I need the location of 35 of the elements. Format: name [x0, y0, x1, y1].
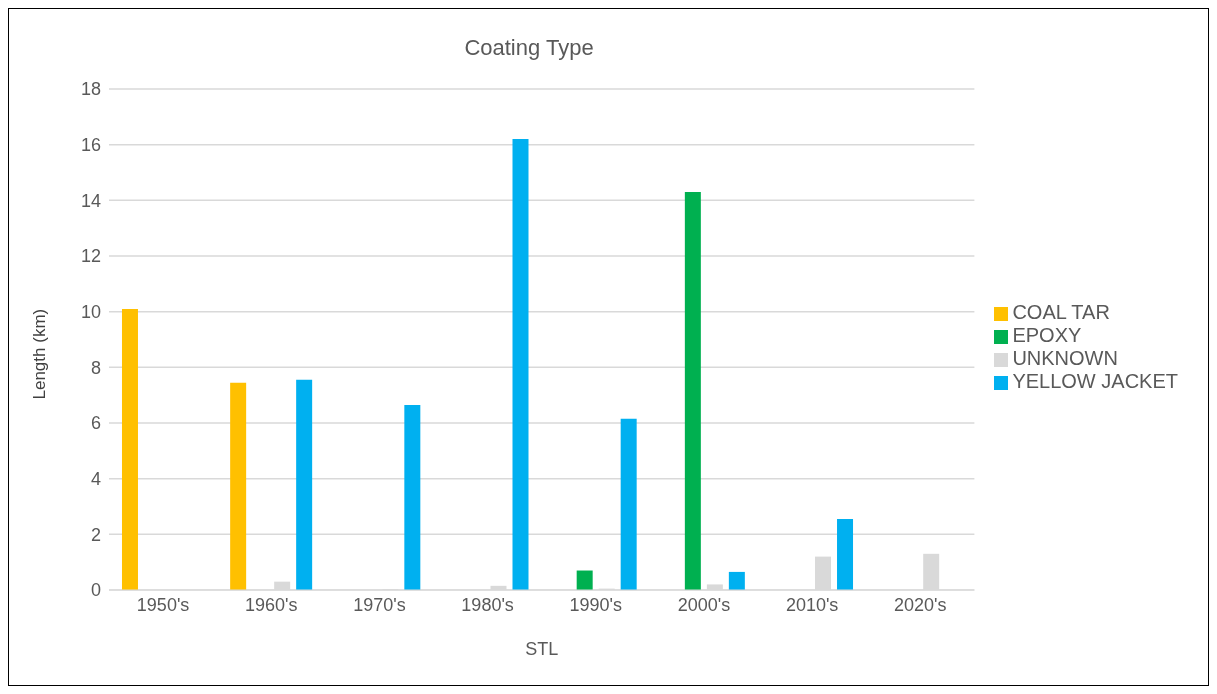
y-tick-label: 6 [90, 413, 101, 434]
x-tick-label: 2000's [677, 594, 731, 615]
legend-label: YELLOW JACKET [1012, 370, 1178, 392]
y-tick-label: 12 [80, 246, 101, 267]
y-tick-label: 8 [90, 357, 101, 378]
legend-label: COAL TAR [1012, 301, 1110, 323]
x-tick-label: 2010's [785, 594, 839, 615]
bar [296, 379, 313, 590]
legend-label: EPOXY [1012, 324, 1082, 346]
bar [837, 519, 854, 590]
bar [230, 382, 247, 590]
y-tick-label: 4 [90, 469, 101, 490]
y-tick-label: 10 [80, 302, 101, 323]
bar [404, 404, 421, 590]
bar [728, 571, 745, 590]
bar [512, 139, 529, 590]
y-tick-label: 2 [90, 524, 101, 545]
x-tick-label: 2020's [894, 594, 947, 615]
x-tick-label: 1980's [461, 594, 514, 615]
chart-title: Coating Type [463, 35, 595, 61]
x-tick-label: 1960's [245, 594, 298, 615]
x-tick-label: 1970's [353, 594, 406, 615]
y-tick-label: 16 [80, 135, 101, 156]
y-tick-label: 18 [80, 79, 101, 100]
bar [620, 418, 637, 590]
bar [121, 308, 138, 590]
y-axis-title: Length (km) [30, 308, 50, 400]
y-tick-label: 14 [80, 190, 101, 211]
y-tick-label: 0 [90, 580, 101, 601]
bar [684, 191, 701, 590]
bar [576, 570, 593, 590]
x-tick-label: 1990's [569, 594, 623, 615]
x-axis-title: STL [525, 639, 559, 659]
legend-label: UNKNOWN [1012, 347, 1118, 369]
x-tick-label: 1950's [136, 594, 190, 615]
